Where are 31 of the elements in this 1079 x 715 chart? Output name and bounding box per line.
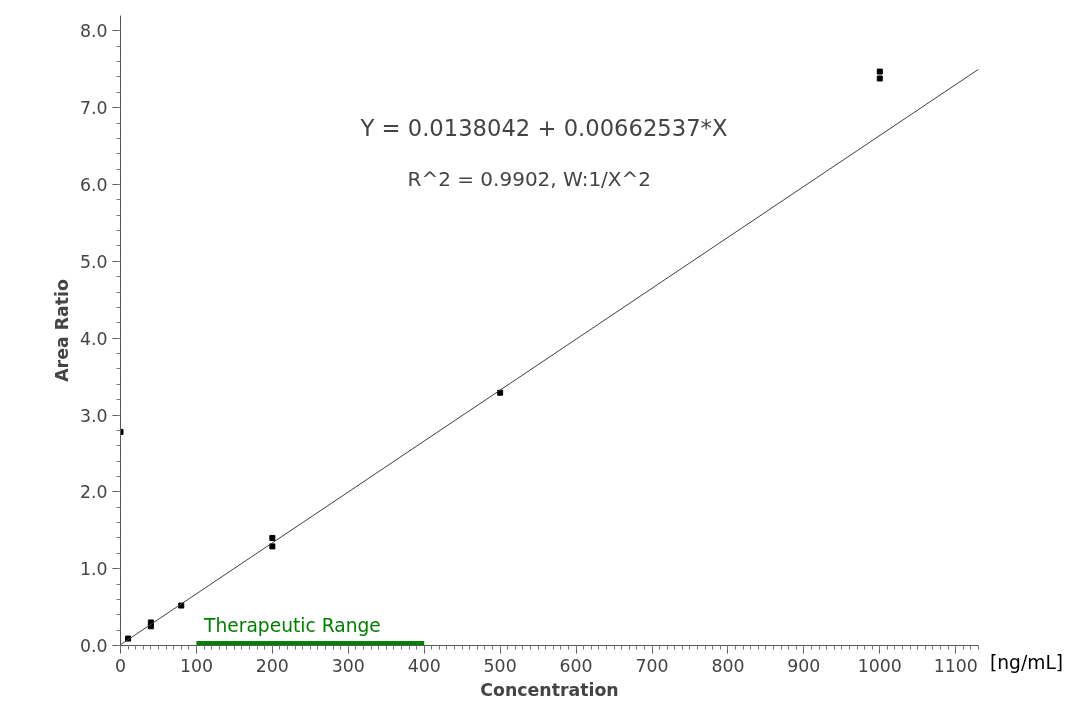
- y-tick-label: 8.0: [79, 21, 108, 42]
- y-axis-title: Area Ratio: [51, 279, 72, 382]
- x-tick-label: 800: [711, 655, 745, 676]
- annotation: Y = 0.0138042 + 0.00662537*X: [359, 114, 728, 141]
- y-tick-label: 2.0: [79, 482, 108, 503]
- x-axis-title: Concentration: [480, 679, 619, 700]
- x-tick-label: 100: [179, 655, 213, 676]
- y-tick-label: 1.0: [79, 559, 108, 580]
- y-tick-label: 6.0: [79, 175, 108, 196]
- x-tick-label: 700: [635, 655, 669, 676]
- text: [ng/mL]: [990, 651, 1064, 675]
- x-tick-label: 500: [483, 655, 517, 676]
- point: [876, 75, 883, 82]
- x-tick-label: 1000: [857, 655, 902, 676]
- point: [269, 534, 276, 541]
- y-tick-label: 5.0: [79, 251, 108, 272]
- x-tick-label: 200: [255, 655, 289, 676]
- x-tick-label: 600: [559, 655, 593, 676]
- x-tick-label: 900: [787, 655, 821, 676]
- y-tick-label: 3.0: [79, 405, 108, 426]
- x-tick-label: 400: [407, 655, 441, 676]
- x-tick-label: 300: [331, 655, 365, 676]
- series-label: Therapeutic Range: [203, 615, 381, 637]
- y-tick-label: 4.0: [79, 328, 108, 349]
- point: [876, 68, 883, 75]
- x-tick-label: 0: [114, 655, 127, 676]
- y-tick-label: 0.0: [79, 636, 108, 656]
- x-tick-label: 1100: [933, 655, 978, 676]
- point: [269, 543, 276, 550]
- y-tick-label: 7.0: [79, 98, 108, 119]
- annotation: R^2 = 0.9902, W:1/X^2: [407, 166, 652, 191]
